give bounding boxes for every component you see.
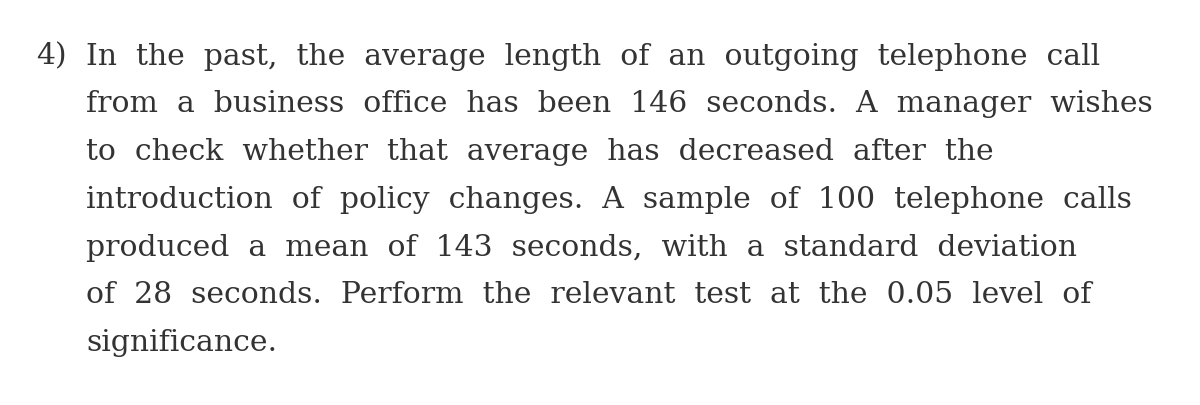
Text: to  check  whether  that  average  has  decreased  after  the: to check whether that average has decrea… [86, 138, 994, 166]
Text: of  28  seconds.  Perform  the  relevant  test  at  the  0.05  level  of: of 28 seconds. Perform the relevant test… [86, 281, 1092, 309]
Text: 4): 4) [36, 43, 67, 70]
Text: from  a  business  office  has  been  146  seconds.  A  manager  wishes: from a business office has been 146 seco… [86, 90, 1153, 118]
Text: produced  a  mean  of  143  seconds,  with  a  standard  deviation: produced a mean of 143 seconds, with a s… [86, 234, 1078, 262]
Text: In  the  past,  the  average  length  of  an  outgoing  telephone  call: In the past, the average length of an ou… [86, 43, 1100, 70]
Text: introduction  of  policy  changes.  A  sample  of  100  telephone  calls: introduction of policy changes. A sample… [86, 186, 1133, 214]
Text: significance.: significance. [86, 329, 277, 357]
